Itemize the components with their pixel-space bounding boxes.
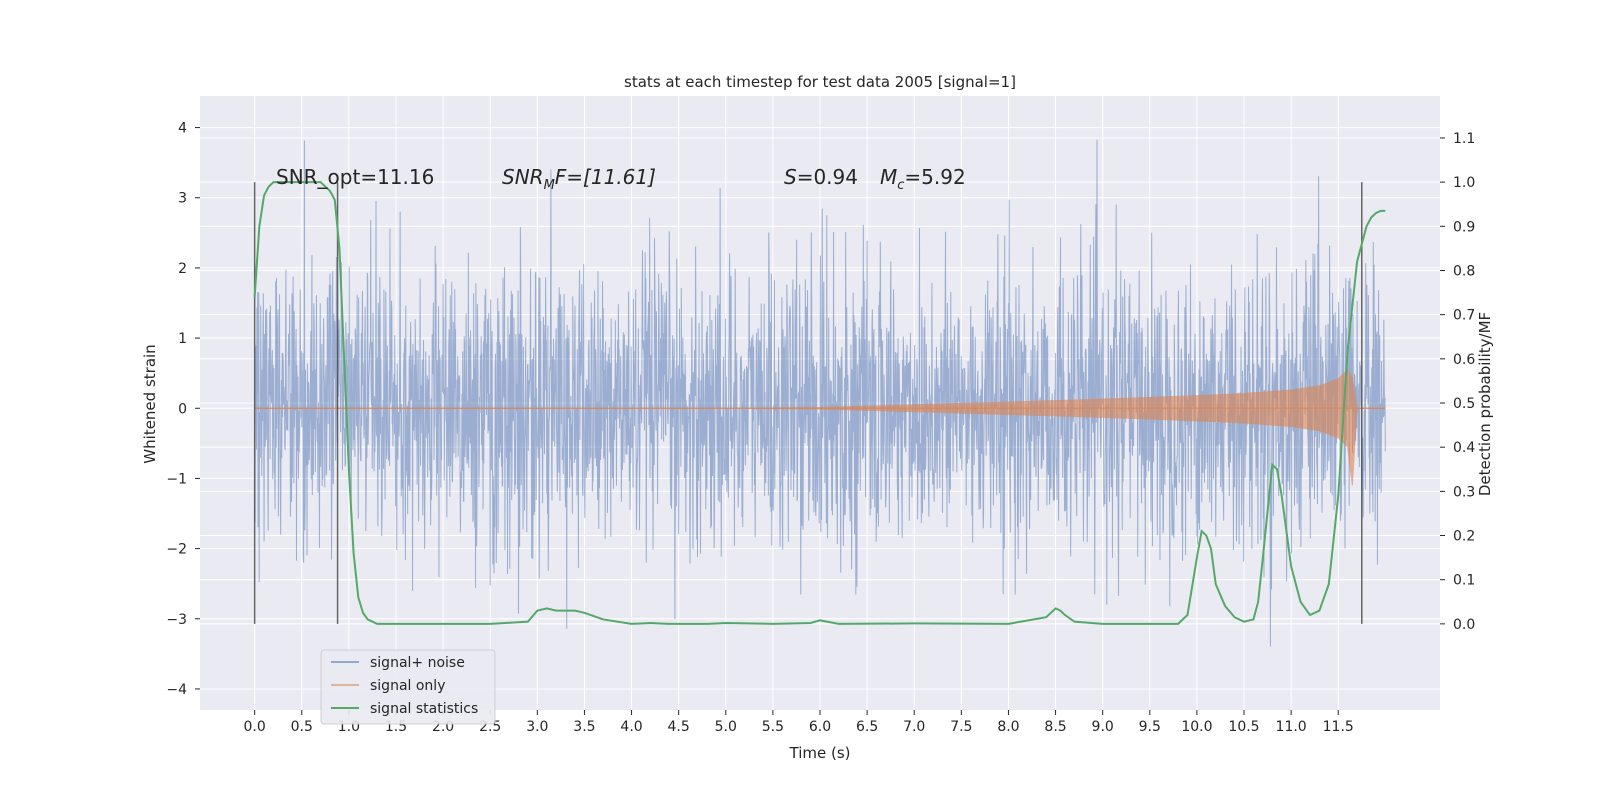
right-y-axis-ticks: 0.0 0.1 0.2 0.3 0.4 0.5 0.6 0.7 0.8 0.9 1.0 1.1 — [1440, 131, 1475, 633]
right-y-tick-label: 0.1 — [1453, 573, 1475, 589]
x-axis-title: Time (s) — [789, 744, 851, 762]
right-y-tick-label: 1.1 — [1453, 131, 1475, 147]
right-y-tick-label: 0.0 — [1453, 617, 1475, 633]
x-tick-label: 11.0 — [1276, 719, 1307, 735]
left-y-axis-title: Whitened strain — [141, 344, 159, 463]
legend-label-signal-only: signal only — [370, 678, 445, 694]
x-axis-ticks: 0.0 0.5 1.0 1.5 2.0 2.5 3.0 3.5 4.0 4.5 5.0 5.5 6.0 6… — [244, 710, 1354, 735]
x-tick-label: 9.0 — [1092, 719, 1114, 735]
right-y-tick-label: 0.4 — [1453, 440, 1475, 456]
x-tick-label: 6.0 — [809, 719, 831, 735]
x-tick-label: 4.5 — [668, 719, 690, 735]
x-tick-label: 5.5 — [762, 719, 784, 735]
right-y-tick-label: 1.0 — [1453, 175, 1475, 191]
signal-only-envelope — [254, 368, 1386, 486]
right-y-tick-label: 0.5 — [1453, 396, 1475, 412]
x-tick-label: 8.0 — [997, 719, 1019, 735]
left-y-tick-label: 0 — [178, 401, 187, 417]
x-tick-label: 3.5 — [573, 719, 595, 735]
left-y-tick-label: −4 — [166, 682, 187, 698]
x-tick-label: 6.5 — [856, 719, 878, 735]
signal-plus-noise-series — [254, 139, 1386, 647]
x-tick-label: 10.5 — [1228, 719, 1259, 735]
left-y-axis-ticks: −4 −3 −2 −1 0 1 2 3 4 — [166, 121, 200, 698]
right-y-tick-label: 0.2 — [1453, 529, 1475, 545]
left-y-tick-label: 4 — [178, 121, 187, 137]
legend: signal+ noise signal only signal statist… — [320, 649, 496, 725]
x-tick-label: 0.5 — [291, 719, 313, 735]
left-y-tick-label: −3 — [166, 612, 187, 628]
snr-opt-annotation: SNR_opt=11.16 — [276, 165, 434, 189]
snr-mf-annotation: SNRMF=[11.61] — [502, 165, 656, 193]
signal-statistics-series — [253, 181, 1386, 625]
legend-label-signal-statistics: signal statistics — [370, 701, 478, 717]
x-tick-label: 0.0 — [244, 719, 266, 735]
signal-only-series — [254, 368, 1386, 486]
x-tick-label: 4.0 — [620, 719, 642, 735]
vertical-markers — [253, 182, 1363, 624]
legend-label-signal-plus-noise: signal+ noise — [370, 655, 465, 671]
x-tick-label: 8.5 — [1044, 719, 1066, 735]
x-tick-label: 7.5 — [950, 719, 972, 735]
s-annotation: S=0.94 — [784, 165, 858, 189]
left-y-tick-label: −1 — [166, 471, 187, 487]
x-tick-label: 3.0 — [526, 719, 548, 735]
chart-title: stats at each timestep for test data 200… — [624, 73, 1016, 91]
right-y-tick-label: 0.6 — [1453, 352, 1475, 368]
right-y-axis-title: Detection probability/MF — [1476, 312, 1494, 496]
right-y-tick-label: 0.3 — [1453, 484, 1475, 500]
x-tick-label: 7.0 — [903, 719, 925, 735]
legend-box — [320, 649, 496, 725]
right-y-tick-label: 0.8 — [1453, 263, 1475, 279]
left-y-tick-label: 1 — [178, 331, 187, 347]
x-tick-label: 11.5 — [1323, 719, 1354, 735]
x-tick-label: 10.0 — [1181, 719, 1212, 735]
signal-plus-noise-line — [254, 139, 1386, 647]
x-tick-label: 5.0 — [715, 719, 737, 735]
left-y-tick-label: 2 — [178, 261, 187, 277]
right-y-tick-label: 0.7 — [1453, 308, 1475, 324]
left-y-tick-label: 3 — [178, 191, 187, 207]
mc-annotation: Mc=5.92 — [880, 165, 966, 193]
x-tick-label: 9.5 — [1139, 719, 1161, 735]
right-y-tick-label: 0.9 — [1453, 219, 1475, 235]
signal-statistics-line — [253, 181, 1386, 625]
left-y-tick-label: −2 — [166, 542, 187, 558]
